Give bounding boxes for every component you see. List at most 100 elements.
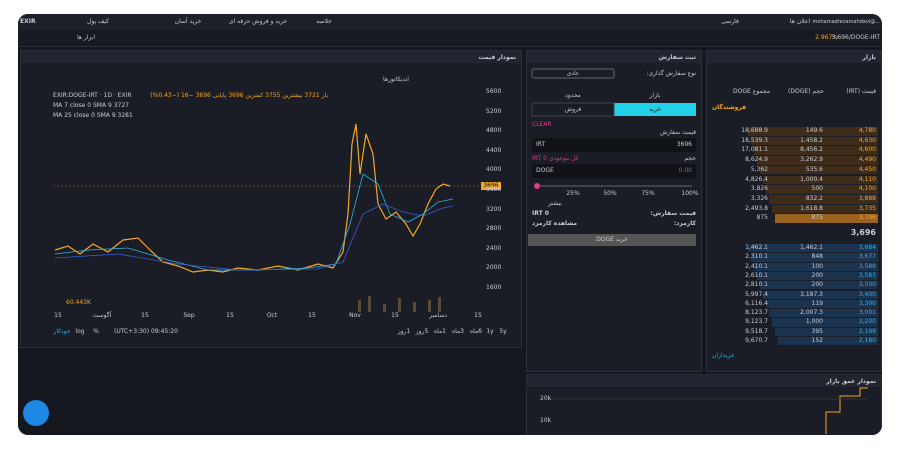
scale-option[interactable]: log [75,328,85,335]
time-tick: 15 [308,312,316,319]
price: 3,300 [858,299,876,307]
depth-graphics [548,387,868,434]
total: 5,362 [750,165,768,173]
graphics [53,68,868,434]
timeframe[interactable]: 6ماه [469,328,483,335]
slider-label: 100% [681,190,699,197]
volume: 152 [811,337,823,344]
timeframe[interactable]: 1y [486,328,494,335]
volume: 848 [811,253,823,261]
column-header: قیمت (IRT) [846,88,876,95]
price: 2,180 [858,337,876,344]
tab[interactable]: محدود [565,92,581,99]
volume: 1,618.8 [800,204,823,212]
menu-item[interactable]: کیف پول [87,18,109,25]
volume: 100 [811,262,823,270]
indicators[interactable]: اندیکاتورها [383,76,409,83]
depth-bar [772,318,878,327]
side[interactable]: خرید [649,106,661,113]
clear[interactable]: CLEAR [532,121,552,128]
scale-option[interactable]: خودکار [53,328,71,335]
time-tick: 15 [226,312,234,319]
timeframe[interactable]: 5روز [415,328,429,335]
total: 5,997.4 [745,290,768,298]
total: 2,810.1 [745,281,768,289]
time-tick: 15 [391,312,399,319]
total: 9,518.7 [745,327,768,335]
language[interactable]: فارسی [721,18,739,25]
price: 3,735 [858,204,876,212]
slider-label: 75% [641,190,655,197]
price-tick: 2400 [486,244,502,252]
price: 4,110 [858,175,876,183]
total: 8,123.7 [745,309,768,317]
depth-bar [754,146,878,156]
volume: 2,007.3 [800,309,823,317]
timeframe[interactable]: 3ماه [451,328,465,335]
depth-bar [769,194,878,204]
price: 3,588 [858,262,876,270]
field-label: قیمت سفارش: [650,210,696,217]
column-header: مجموع DOGE [733,88,770,95]
buyers: خریداران [712,352,735,359]
depth-bar [751,253,878,262]
menu-item[interactable]: خلاصه [316,18,332,25]
price: 3,706 [858,214,876,222]
chat-button[interactable] [23,400,49,426]
logo: EXIR [20,18,36,25]
volume: 1,000 [805,318,823,326]
total: IRT 0 [532,210,549,217]
total: 3,826 [750,185,768,193]
timeframe[interactable]: 1ماه [433,328,447,335]
volume: 1,458.2 [800,136,823,144]
price: 4,600 [858,146,876,154]
tools[interactable]: ابزار ها [76,34,96,41]
slider-label: 50% [603,190,617,197]
tab[interactable]: بازار [649,92,661,99]
slider-label: 25% [566,190,580,197]
volume: 1,000.4 [800,175,823,183]
time-tick: آگوست [92,312,112,319]
submit-button[interactable]: خرید DOGE [596,236,628,243]
sub-bar [18,30,882,47]
depth-bar [754,262,878,271]
total: 2,310.1 [745,253,768,261]
volume: 119 [811,299,823,307]
price-tick: 2000 [486,264,502,272]
input: 0.00 [678,167,692,174]
dropdown[interactable]: عادی [566,70,580,77]
time-tick: 15 [54,312,62,319]
sellers: فروشندگان [712,104,747,111]
total: 8,624.9 [745,156,768,164]
volume: 60.443K [66,299,91,306]
price: 3,677 [858,253,876,261]
timeframe[interactable]: 5y [499,328,507,335]
price-tick: 3600 [486,186,502,193]
scale-option[interactable]: % [93,328,99,335]
notifications[interactable]: اعلان ها [789,18,811,25]
menu-item[interactable]: خرید و فروش حرفه ای [228,18,288,25]
depth-bar [760,165,878,175]
menu-item[interactable]: خرید آسان [174,18,202,25]
balance: کل موجودی IRT 0 [532,155,579,162]
depth-bar [775,327,878,336]
time-tick: 15 [474,312,482,319]
depth-bar [772,204,878,214]
side[interactable]: فروش [564,106,582,113]
ma: MA 25 close 0 SMA 9 3281 [53,112,133,119]
total: 3,326 [750,194,768,202]
depth-bar [766,185,878,194]
total: 2,493.8 [745,204,768,212]
depth-bar [748,244,878,253]
volume: 1,462.1 [800,244,823,251]
timeframe[interactable]: 1روز [397,328,411,335]
volume: 535.6 [805,165,823,173]
depth-bar [769,309,878,318]
price: 3,684 [858,244,876,251]
panel-title: نمودار قیمت [478,54,516,61]
input: 3696 [676,141,692,148]
depth-bar [778,337,878,346]
total: 2,610.1 [745,271,768,279]
user: mohamadrezamahdavi@... [812,19,880,25]
panel-title: ثبت سفارش [658,54,696,61]
